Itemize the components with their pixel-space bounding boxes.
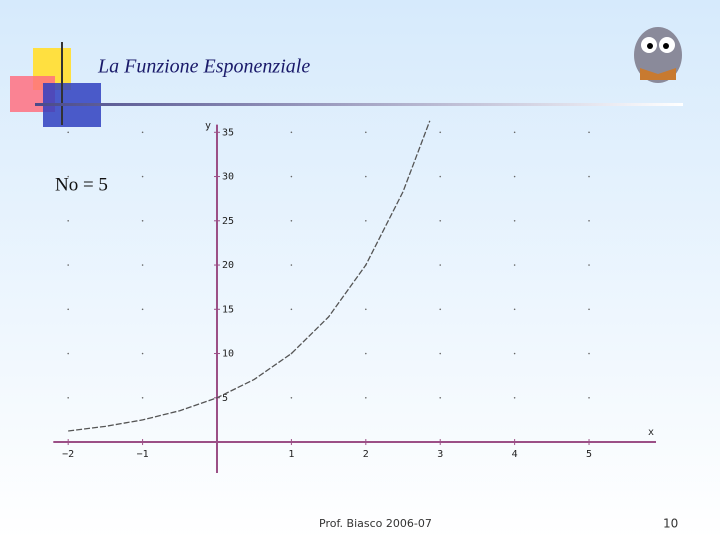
y-tick-label: 5 [222, 393, 228, 404]
curve [68, 120, 431, 432]
grid-dot [290, 175, 293, 178]
grid-dot [67, 308, 69, 311]
grid-dot [290, 264, 293, 266]
grid-dot [588, 396, 590, 399]
y-tick-label: 15 [222, 304, 234, 315]
grid-dot [513, 175, 516, 178]
grid-dot [513, 264, 516, 266]
footer: Prof. Biasco 2006-07 [319, 517, 432, 530]
grid-dot [439, 131, 442, 134]
grid-dot [67, 175, 69, 178]
grid-dot [588, 264, 590, 266]
grid-dot [141, 131, 144, 134]
grid-dot [141, 352, 144, 355]
grid-dot [365, 175, 367, 178]
grid-dot [513, 352, 516, 355]
grid-dot [365, 308, 367, 311]
grid-dot [67, 396, 69, 399]
grid-dot [439, 308, 442, 311]
y-axis-label: y [205, 121, 211, 132]
grid-dot [67, 131, 69, 134]
title-rule [35, 103, 683, 106]
grid-dot [513, 308, 516, 311]
y-tick-label: 30 [222, 172, 234, 183]
grid-dot [513, 219, 516, 222]
grid-dot [365, 131, 367, 134]
grid-dot [141, 396, 144, 399]
grid-dot [290, 219, 293, 222]
x-tick-label: 3 [437, 449, 443, 460]
grid-dot [141, 175, 144, 178]
x-tick-label: 1 [288, 449, 294, 460]
y-tick-label: 35 [222, 127, 234, 138]
grid-dot [588, 175, 590, 178]
grid-dot [290, 396, 293, 399]
grid-dot [67, 264, 69, 266]
grid-dot [67, 219, 69, 222]
page-number: 10 [663, 517, 678, 531]
grid-dot [290, 131, 293, 134]
grid-dot [365, 352, 367, 355]
y-tick-label: 25 [222, 216, 234, 227]
x-axis-label: x [648, 427, 654, 438]
grid-dot [67, 352, 69, 355]
x-tick-label: −1 [137, 449, 149, 460]
y-tick-label: 10 [222, 349, 234, 360]
x-tick-label: 5 [586, 449, 592, 460]
grid-dot [141, 308, 144, 311]
grid-dot [588, 219, 590, 222]
grid-dot [141, 219, 144, 222]
grid-dot [439, 175, 442, 178]
grid-dot [290, 308, 293, 311]
grid-dot [513, 131, 516, 134]
x-tick-label: 4 [512, 449, 518, 460]
x-tick-label: −2 [62, 449, 74, 460]
owl-icon [634, 27, 682, 83]
grid-dot [141, 264, 144, 266]
note: No = 5 [55, 174, 108, 195]
grid-dot [365, 396, 367, 399]
y-tick-label: 20 [222, 260, 234, 271]
grid-dot [588, 131, 590, 134]
grid-dot [588, 308, 590, 311]
grid-dot [513, 396, 516, 399]
grid-dot [439, 396, 442, 399]
grid-dot [439, 219, 442, 222]
grid-dot [588, 352, 590, 355]
plot: x y −2 −1 1 2 3 4 5 5 10 15 20 25 30 35 [53, 120, 656, 473]
grid-dot [439, 352, 442, 355]
x-tick-label: 2 [363, 449, 369, 460]
grid-dot [439, 264, 442, 266]
grid-dot [365, 219, 367, 222]
slide-title: La Funzione Esponenziale [97, 56, 310, 78]
